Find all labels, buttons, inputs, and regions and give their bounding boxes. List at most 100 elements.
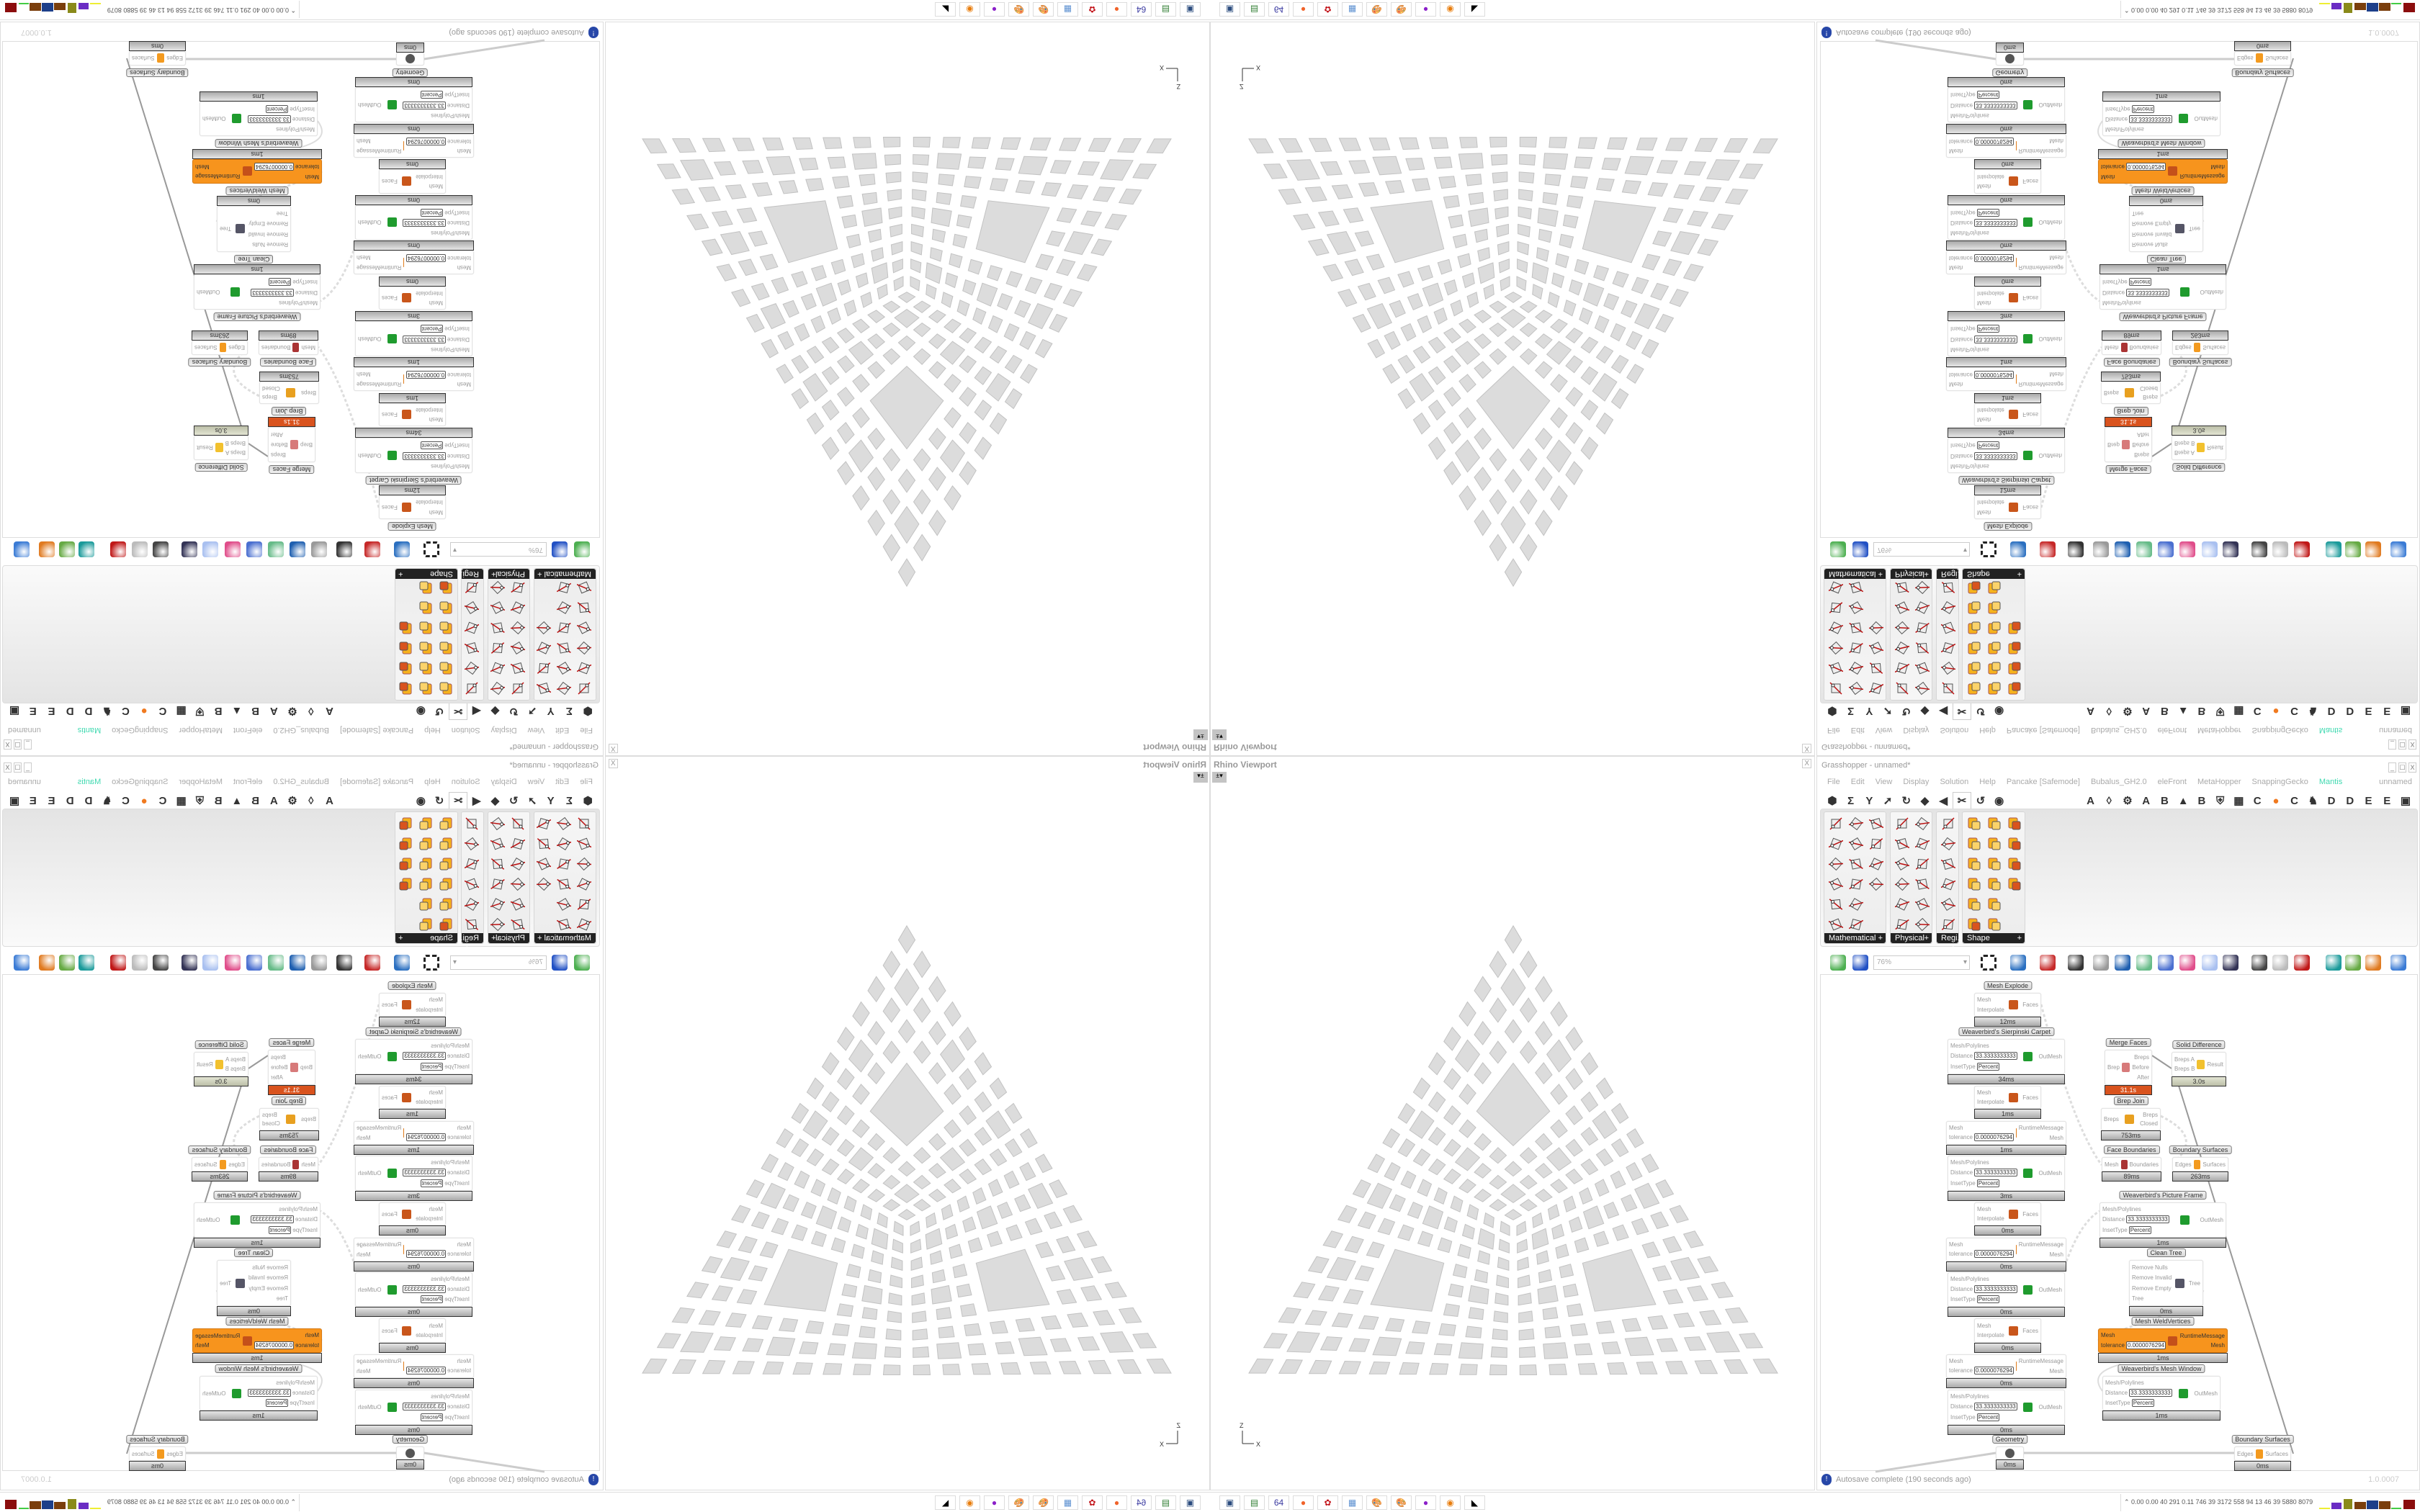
component-icon[interactable] xyxy=(1987,661,2002,675)
input-param[interactable]: Distance33.3333333333 xyxy=(248,115,315,124)
input-param[interactable]: Mesh xyxy=(2105,345,2119,351)
gh-component[interactable]: Geometry 0ms xyxy=(392,1435,429,1470)
gh-component[interactable]: Weaverbird's Mesh Window Mesh/Polylines Di… xyxy=(200,91,318,148)
gh-component[interactable]: Brep Join Breps Breps Closed 753ms xyxy=(2101,1097,2161,1140)
gh-component[interactable]: Weaverbird's Mesh Window Mesh/Polylines Di… xyxy=(2102,1364,2220,1421)
component-icon[interactable] xyxy=(418,917,433,932)
input-param[interactable]: Mesh/Polylines xyxy=(248,1380,315,1386)
gh-component[interactable]: Weaverbird's Mesh Window Mesh/Polylines Di… xyxy=(2102,91,2220,148)
menu-bubalus-gh2-0[interactable]: Bubalus_GH2.0 xyxy=(2090,778,2147,786)
component-icon[interactable] xyxy=(1987,600,2002,615)
input-param[interactable]: Mesh xyxy=(1977,1206,2004,1212)
rhino-viewport[interactable]: Rhino Viewport X ±▾ Z X xyxy=(605,22,1210,756)
input-param[interactable]: Mesh/Polylines xyxy=(1950,1159,2017,1166)
input-param[interactable]: Interpolate xyxy=(1977,1332,2004,1338)
component-icon[interactable] xyxy=(1847,837,1865,851)
component-icon[interactable] xyxy=(1914,917,1931,932)
component-icon[interactable] xyxy=(1914,837,1930,851)
component-icon[interactable] xyxy=(537,837,551,851)
input-param[interactable]: Mesh/Polylines xyxy=(251,1206,318,1212)
param-value[interactable]: Percent xyxy=(420,1413,444,1421)
output-param[interactable]: RuntimeMessage xyxy=(2179,173,2225,180)
component-body[interactable]: Mesh Interpolate Faces xyxy=(1974,993,2041,1017)
gh-component[interactable]: Face Boundaries Mesh Boundaries 89ms xyxy=(259,330,318,366)
output-param[interactable]: RuntimeMessage xyxy=(195,173,241,180)
param-value[interactable]: 0.0000076294 xyxy=(254,1341,295,1349)
param-value[interactable]: Percent xyxy=(268,1226,292,1234)
input-param[interactable]: Mesh xyxy=(1977,183,2004,189)
component-body[interactable]: Brep Breps Before After xyxy=(268,427,315,462)
component-icon[interactable] xyxy=(555,816,573,831)
component-icon[interactable] xyxy=(575,641,593,655)
viewport-options-dropdown[interactable]: ±▾ xyxy=(1212,772,1227,783)
component-icon[interactable] xyxy=(439,897,453,912)
input-param[interactable]: Mesh/Polylines xyxy=(2105,1380,2172,1386)
input-param[interactable]: Edges xyxy=(2237,1451,2254,1457)
component-icon[interactable] xyxy=(1914,681,1931,696)
viewport-options-dropdown[interactable]: ±▾ xyxy=(1212,729,1227,740)
param-value[interactable]: 33.3333333333 xyxy=(403,336,446,343)
input-param[interactable]: tolerance0.0000076294 xyxy=(405,1367,471,1375)
mountain-tab[interactable]: ▲ xyxy=(2177,794,2189,807)
output-param[interactable]: RuntimeMessage xyxy=(357,1125,402,1132)
gh-component[interactable]: Mesh Explode Mesh Interpolate Faces 12ms xyxy=(379,981,446,1027)
gh-component[interactable]: Face Boundaries Mesh Boundaries 89ms xyxy=(2102,330,2161,366)
output-param[interactable]: Surfaces xyxy=(2265,1450,2288,1457)
gh-canvas[interactable]: Mesh Explode Mesh Interpolate Faces 12ms Weav… xyxy=(2,39,600,538)
component-body[interactable]: Edges Surfaces xyxy=(192,341,248,355)
gh-component[interactable]: Solid Difference Breps A Breps B Result 3.0s xyxy=(2172,1040,2226,1086)
param-value[interactable]: Percent xyxy=(1976,1295,2000,1304)
component-icon[interactable] xyxy=(489,681,506,696)
output-param[interactable]: Boundaries xyxy=(261,344,291,351)
component-icon[interactable] xyxy=(1940,621,1956,635)
gh-component[interactable]: Solid Difference Breps A Breps B Result 3.0s xyxy=(194,1040,248,1086)
component-icon[interactable] xyxy=(489,816,506,831)
output-param[interactable]: Mesh xyxy=(357,1134,371,1141)
gh-component[interactable]: Brep Join Breps Breps Closed 753ms xyxy=(2101,372,2161,415)
param-value[interactable]: 33.3333333333 xyxy=(403,219,446,228)
component-body[interactable]: Remove Nulls Remove Invalid Remove Empty Tr… xyxy=(217,206,291,252)
gh-component[interactable]: Mesh Interpolate Faces 0ms xyxy=(1974,1318,2041,1353)
output-param[interactable]: Result xyxy=(2207,1061,2223,1068)
component-icon[interactable] xyxy=(555,661,573,675)
terminal-icon[interactable]: ▤ xyxy=(1155,2,1176,17)
input-param[interactable]: Interpolate xyxy=(1977,1099,2004,1105)
close-icon[interactable]: X xyxy=(609,744,618,753)
component-body[interactable]: Breps Breps Closed xyxy=(259,1108,319,1130)
input-param[interactable]: Mesh/Polylines xyxy=(2102,300,2169,306)
paint-2-icon[interactable]: 🎨 xyxy=(1391,2,1412,17)
component-icon[interactable] xyxy=(536,681,552,696)
component-icon[interactable] xyxy=(1967,641,1981,655)
component-icon[interactable] xyxy=(1894,641,1911,655)
param-value[interactable]: 0.0000076294 xyxy=(2125,1341,2166,1349)
panel-label[interactable]: Shape xyxy=(1963,933,2025,943)
component-icon[interactable] xyxy=(465,917,479,932)
component-icon[interactable] xyxy=(418,621,433,635)
input-param[interactable]: Distance33.3333333333 xyxy=(248,1388,315,1397)
settings-icon[interactable]: ✿ xyxy=(1317,1495,1338,1510)
input-param[interactable]: Distance33.3333333333 xyxy=(403,1052,470,1060)
component-icon[interactable] xyxy=(1967,580,1981,595)
output-param[interactable]: Tree xyxy=(2188,1279,2200,1287)
output-param[interactable]: OutMesh xyxy=(197,1217,220,1223)
component-icon[interactable] xyxy=(510,837,526,851)
output-param[interactable]: OutMesh xyxy=(358,1286,382,1293)
output-param[interactable]: Surfaces xyxy=(2202,1161,2226,1168)
output-param[interactable]: Closed xyxy=(2140,1120,2158,1128)
component-body[interactable]: Mesh Boundaries xyxy=(2102,1157,2161,1171)
output-param[interactable]: RuntimeMessage xyxy=(2018,1358,2063,1365)
output-param[interactable]: OutMesh xyxy=(2038,102,2062,108)
